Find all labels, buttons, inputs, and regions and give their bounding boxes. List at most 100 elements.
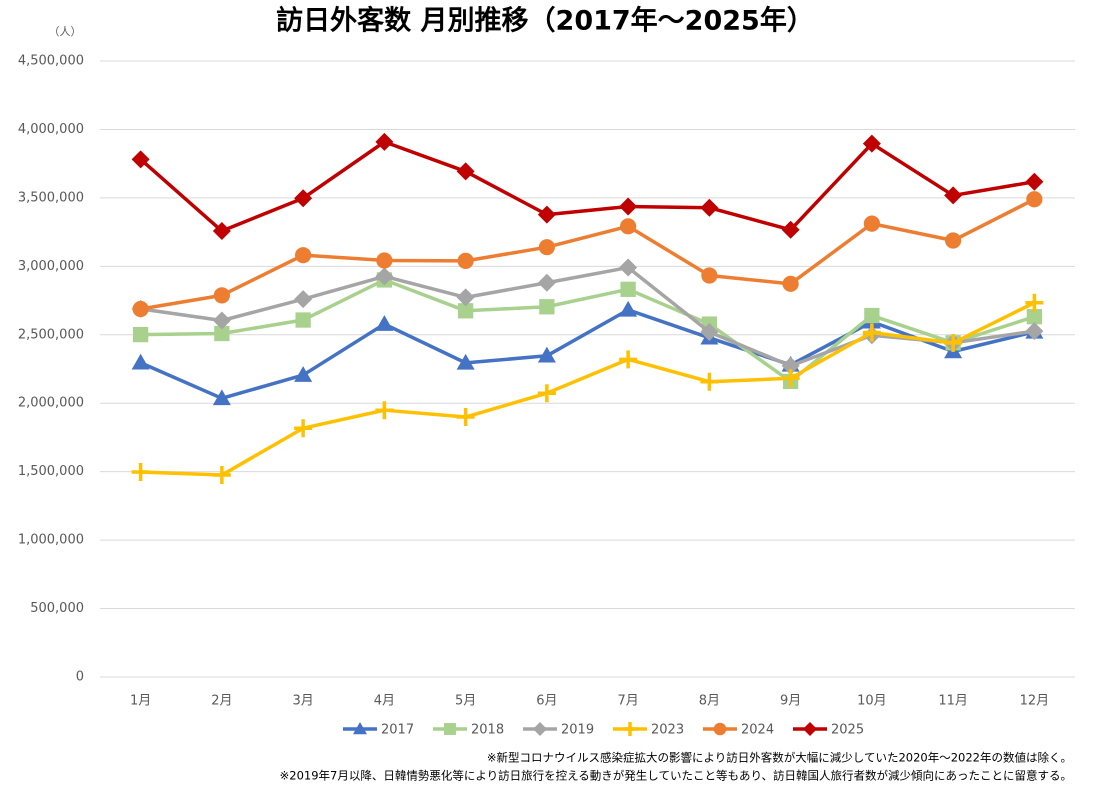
x-tick-label: 4月 bbox=[374, 694, 395, 709]
marker bbox=[619, 258, 638, 277]
marker bbox=[537, 346, 556, 363]
marker bbox=[533, 722, 547, 736]
marker bbox=[375, 267, 394, 286]
legend-label: 2023 bbox=[651, 723, 684, 738]
y-tick-label: 500,000 bbox=[30, 601, 84, 616]
footnote: ※2019年7月以降、日韓情勢悪化等により訪日旅行を控える動きが発生していたこと… bbox=[280, 769, 1072, 783]
x-tick-label: 12月 bbox=[1020, 694, 1050, 709]
marker bbox=[713, 722, 727, 736]
marker bbox=[132, 326, 149, 343]
legend-item: 2025 bbox=[793, 722, 864, 738]
legend-item: 2024 bbox=[703, 723, 774, 738]
y-tick-label: 4,500,000 bbox=[18, 54, 84, 69]
marker bbox=[1026, 191, 1043, 208]
marker bbox=[539, 299, 555, 315]
marker bbox=[620, 218, 637, 235]
marker bbox=[781, 220, 800, 239]
legend-item: 2017 bbox=[343, 722, 414, 738]
marker bbox=[538, 239, 555, 256]
y-tick-label: 2,000,000 bbox=[18, 396, 84, 411]
marker bbox=[944, 333, 963, 352]
marker bbox=[862, 323, 881, 342]
x-tick-label: 7月 bbox=[617, 694, 638, 709]
x-tick-label: 1月 bbox=[130, 694, 151, 709]
y-tick-label: 0 bbox=[76, 670, 84, 685]
marker bbox=[619, 300, 638, 317]
marker bbox=[294, 189, 313, 208]
marker bbox=[376, 252, 393, 269]
marker bbox=[213, 287, 230, 304]
series-line bbox=[140, 301, 1036, 477]
footnote: ※新型コロナウイルス感染症拡大の影響により訪日外客数が大幅に減少していた2020… bbox=[487, 751, 1072, 765]
marker bbox=[456, 162, 475, 181]
marker bbox=[457, 252, 474, 269]
marker bbox=[353, 722, 367, 735]
marker bbox=[294, 290, 313, 309]
marker bbox=[131, 463, 150, 482]
marker bbox=[1025, 172, 1044, 191]
chart-title: 訪日外客数 月別推移（2017年～2025年） bbox=[276, 5, 814, 37]
marker bbox=[132, 300, 149, 318]
marker bbox=[444, 723, 456, 735]
marker bbox=[375, 132, 394, 151]
marker bbox=[537, 273, 556, 292]
x-tick-label: 3月 bbox=[292, 694, 313, 709]
y-tick-label: 3,000,000 bbox=[18, 259, 84, 274]
marker bbox=[456, 408, 475, 427]
marker bbox=[131, 150, 150, 169]
y-tick-label: 3,500,000 bbox=[18, 190, 84, 205]
x-tick-label: 6月 bbox=[536, 694, 557, 709]
marker bbox=[803, 722, 817, 736]
marker bbox=[457, 303, 474, 319]
series-line bbox=[139, 140, 1035, 233]
marker bbox=[620, 281, 636, 297]
marker bbox=[700, 372, 719, 391]
marker bbox=[862, 134, 881, 153]
legend-item: 2023 bbox=[613, 722, 684, 738]
marker bbox=[863, 215, 880, 232]
marker bbox=[701, 267, 718, 284]
marker bbox=[212, 389, 231, 406]
series-line bbox=[139, 308, 1035, 401]
y-unit: （人） bbox=[49, 25, 82, 38]
y-tick-label: 1,000,000 bbox=[18, 533, 84, 548]
marker bbox=[295, 247, 312, 264]
x-tick-label: 9月 bbox=[780, 694, 801, 709]
marker bbox=[212, 311, 231, 330]
marker bbox=[781, 369, 800, 388]
marker bbox=[375, 315, 394, 331]
marker bbox=[294, 419, 313, 438]
marker bbox=[944, 186, 963, 205]
x-tick-label: 10月 bbox=[857, 694, 887, 709]
legend-label: 2018 bbox=[471, 723, 504, 738]
marker bbox=[214, 325, 230, 342]
marker bbox=[700, 323, 719, 342]
marker bbox=[456, 353, 475, 370]
marker bbox=[1026, 309, 1043, 325]
y-tick-label: 4,000,000 bbox=[18, 122, 84, 137]
marker bbox=[212, 222, 231, 241]
marker bbox=[295, 312, 311, 328]
marker bbox=[945, 232, 962, 249]
legend-label: 2025 bbox=[831, 723, 864, 738]
x-tick-label: 8月 bbox=[699, 694, 720, 709]
legend-label: 2017 bbox=[381, 723, 414, 738]
legend-item: 2019 bbox=[523, 722, 594, 738]
legend-item: 2018 bbox=[433, 723, 504, 738]
y-tick-label: 1,500,000 bbox=[18, 464, 84, 479]
series-line bbox=[140, 278, 1035, 384]
legend-label: 2024 bbox=[741, 723, 774, 738]
marker bbox=[537, 384, 556, 403]
marker bbox=[1025, 322, 1044, 341]
x-tick-label: 5月 bbox=[455, 694, 476, 709]
marker bbox=[537, 205, 556, 224]
series-line bbox=[140, 265, 1035, 368]
marker bbox=[619, 350, 638, 369]
marker bbox=[864, 307, 880, 324]
marker bbox=[212, 466, 231, 485]
marker bbox=[294, 366, 313, 382]
marker bbox=[782, 275, 799, 292]
marker bbox=[131, 353, 150, 370]
marker bbox=[375, 401, 394, 420]
